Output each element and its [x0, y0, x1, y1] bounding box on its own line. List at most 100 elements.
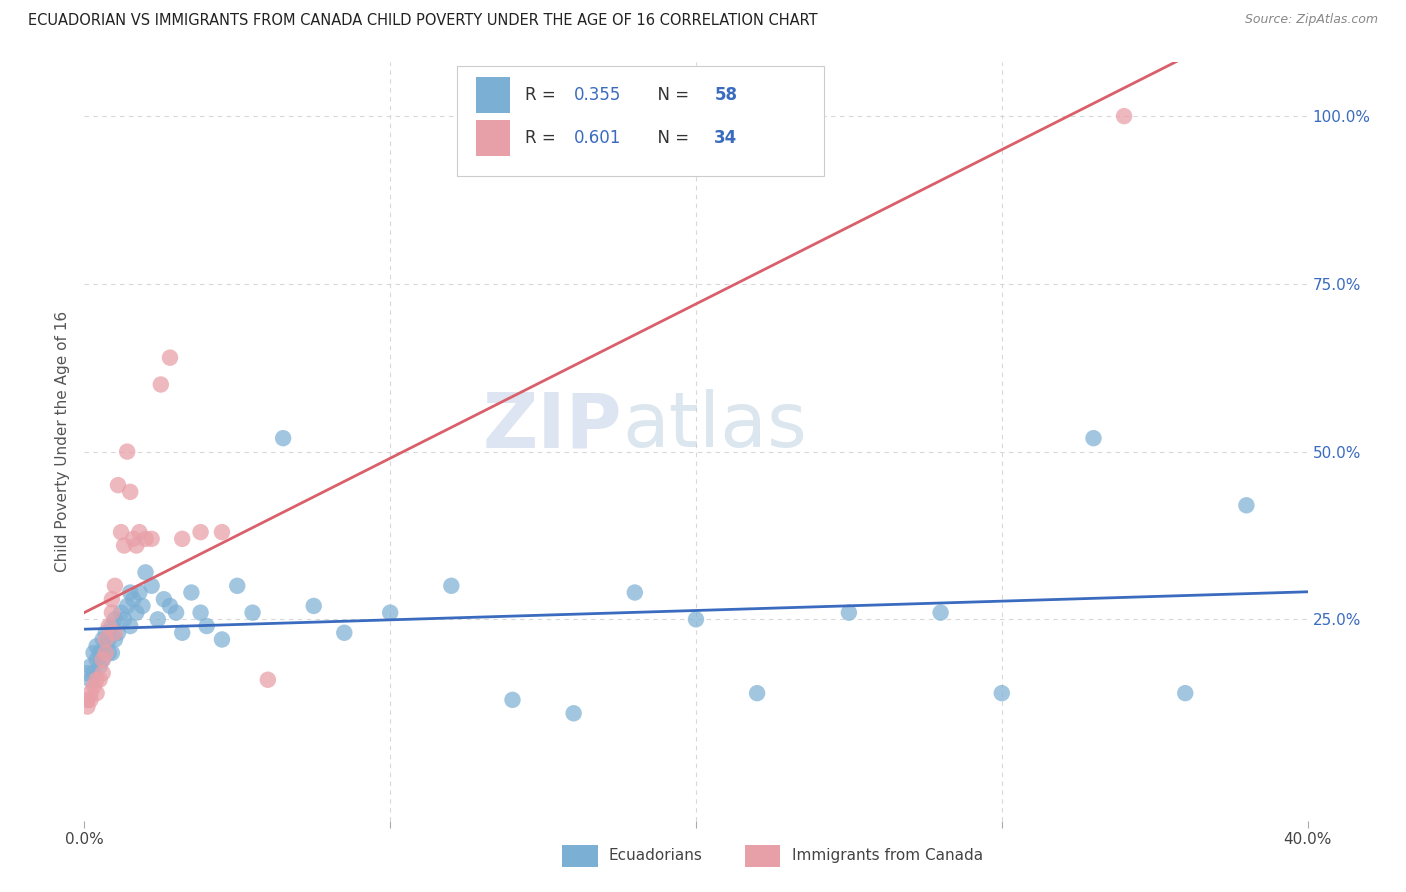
Point	[97, 646, 120, 660]
Text: 58: 58	[714, 86, 737, 104]
Point	[211, 525, 233, 540]
Point	[101, 606, 124, 620]
Point	[89, 659, 111, 673]
FancyBboxPatch shape	[457, 66, 824, 177]
Point	[97, 632, 120, 647]
Point	[190, 606, 212, 620]
Point	[86, 673, 108, 687]
Point	[929, 606, 952, 620]
Point	[685, 612, 707, 626]
Bar	[475, 120, 510, 156]
Point	[190, 525, 212, 540]
Text: N =: N =	[647, 86, 695, 104]
Point	[131, 599, 153, 613]
Point	[79, 686, 101, 700]
Point	[91, 666, 114, 681]
Point	[120, 619, 142, 633]
Point	[86, 652, 108, 666]
Point	[104, 612, 127, 626]
Point	[94, 646, 117, 660]
Point	[128, 585, 150, 599]
Point	[112, 612, 135, 626]
Point	[125, 539, 148, 553]
Point	[115, 599, 138, 613]
Point	[83, 666, 105, 681]
Point	[101, 592, 124, 607]
Point	[94, 632, 117, 647]
Point	[271, 431, 294, 445]
Point	[257, 673, 280, 687]
Point	[83, 680, 105, 694]
Point	[86, 639, 108, 653]
Point	[115, 444, 138, 458]
Text: N =: N =	[647, 129, 695, 147]
Point	[120, 585, 142, 599]
Point	[153, 592, 176, 607]
Point	[180, 585, 202, 599]
Point	[226, 579, 249, 593]
Point	[101, 619, 124, 633]
Y-axis label: Child Poverty Under the Age of 16: Child Poverty Under the Age of 16	[55, 311, 70, 572]
Point	[146, 612, 169, 626]
Point	[101, 646, 124, 660]
Point	[624, 585, 647, 599]
Text: 0.355: 0.355	[574, 86, 621, 104]
Point	[110, 606, 132, 620]
Point	[89, 646, 111, 660]
Point	[94, 639, 117, 653]
Point	[76, 693, 98, 707]
Point	[112, 539, 135, 553]
Point	[91, 632, 114, 647]
Point	[502, 693, 524, 707]
Point	[1114, 109, 1136, 123]
Text: ZIP: ZIP	[484, 390, 623, 463]
Point	[380, 606, 402, 620]
Point	[89, 673, 111, 687]
Point	[76, 666, 98, 681]
Text: ECUADORIAN VS IMMIGRANTS FROM CANADA CHILD POVERTY UNDER THE AGE OF 16 CORRELATI: ECUADORIAN VS IMMIGRANTS FROM CANADA CHI…	[28, 13, 818, 29]
Point	[159, 351, 181, 365]
Point	[1083, 431, 1105, 445]
Point	[211, 632, 233, 647]
Point	[83, 646, 105, 660]
Point	[97, 619, 120, 633]
Point	[79, 673, 101, 687]
Point	[104, 579, 127, 593]
Point	[333, 625, 356, 640]
Point	[172, 532, 194, 546]
Point	[440, 579, 463, 593]
Point	[107, 478, 129, 492]
Point	[107, 625, 129, 640]
Point	[128, 525, 150, 540]
Point	[1236, 498, 1258, 512]
Point	[104, 625, 127, 640]
Point	[122, 592, 145, 607]
Point	[91, 652, 114, 666]
Point	[141, 579, 163, 593]
Point	[991, 686, 1014, 700]
Point	[302, 599, 325, 613]
Point	[104, 632, 127, 647]
Point	[562, 706, 585, 721]
Text: R =: R =	[524, 129, 561, 147]
Text: 34: 34	[714, 129, 738, 147]
Text: Source: ZipAtlas.com: Source: ZipAtlas.com	[1244, 13, 1378, 27]
Point	[94, 625, 117, 640]
Point	[110, 525, 132, 540]
Point	[76, 699, 98, 714]
Point	[91, 652, 114, 666]
Point	[165, 606, 187, 620]
Point	[79, 693, 101, 707]
Point	[86, 686, 108, 700]
Point	[159, 599, 181, 613]
Point	[135, 566, 157, 580]
Text: atlas: atlas	[623, 390, 807, 463]
Text: 0.601: 0.601	[574, 129, 621, 147]
Point	[747, 686, 769, 700]
Point	[242, 606, 264, 620]
Point	[141, 532, 163, 546]
Point	[125, 606, 148, 620]
Text: Ecuadorians: Ecuadorians	[609, 848, 703, 863]
Point	[195, 619, 218, 633]
Point	[838, 606, 860, 620]
